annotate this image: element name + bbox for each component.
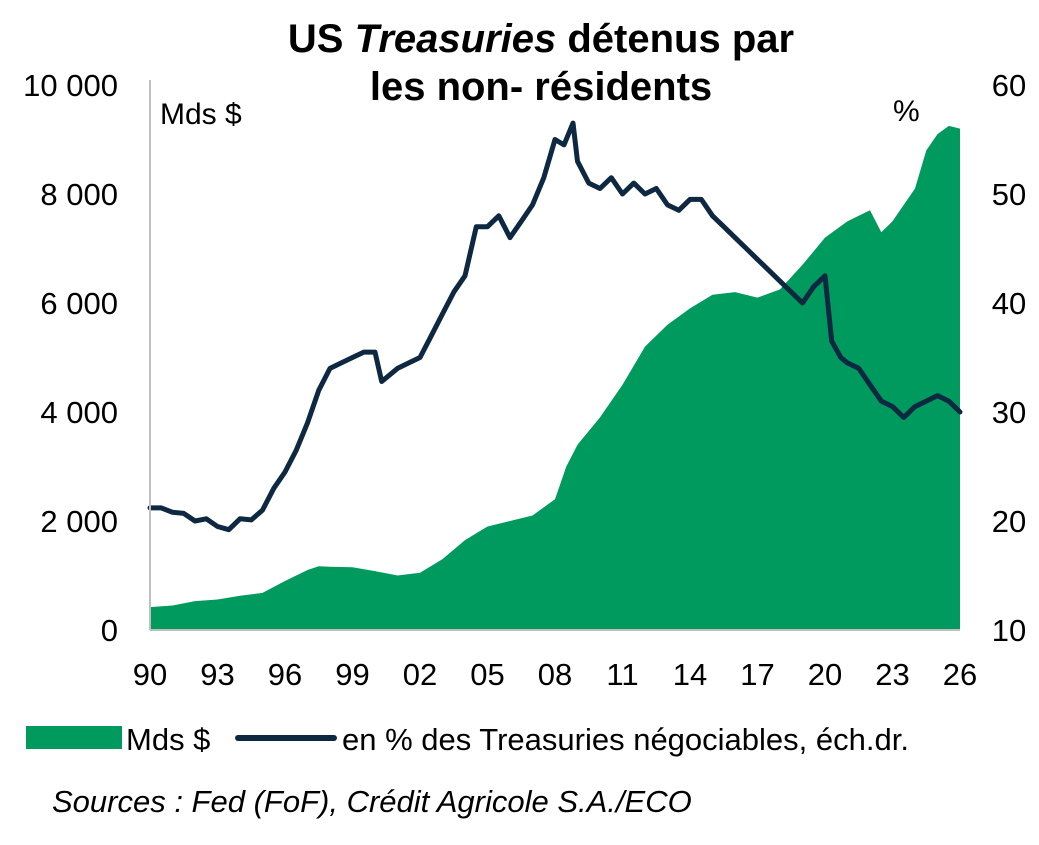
left-tick-label: 8 000 [40,177,118,212]
x-tick-label: 11 [606,657,638,692]
right-tick-label: 20 [992,504,1026,539]
x-tick-label: 96 [268,657,302,692]
left-tick-label: 0 [101,613,118,648]
x-tick-label: 90 [133,657,167,692]
source-note: Sources : Fed (FoF), Crédit Agricole S.A… [52,784,692,819]
x-tick-label: 93 [200,657,234,692]
right-tick-label: 60 [992,68,1026,103]
right-axis-ticks: 10 20 30 40 50 60 [992,68,1026,648]
legend: Mds $ en % des Treasuries négociables, é… [26,722,909,757]
left-axis-unit: Mds $ [160,98,242,131]
x-tick-label: 17 [740,657,774,692]
x-tick-label: 23 [875,657,909,692]
x-tick-label: 05 [470,657,504,692]
chart-title-line2: les non- résidents [370,65,712,109]
legend-label-area: Mds $ [126,722,210,757]
left-tick-label: 6 000 [40,286,118,321]
right-tick-label: 50 [992,177,1026,212]
x-tick-label: 20 [808,657,842,692]
x-tick-label: 26 [943,657,977,692]
x-axis-ticks: 90 93 96 99 02 05 08 11 14 17 20 23 26 [133,657,977,692]
x-tick-label: 99 [335,657,369,692]
legend-label-line: en % des Treasuries négociables, éch.dr. [342,722,909,757]
left-tick-label: 2 000 [40,504,118,539]
right-tick-label: 40 [992,286,1026,321]
x-tick-label: 02 [403,657,437,692]
line-series [147,120,963,533]
left-axis-ticks: 0 2 000 4 000 6 000 8 000 10 000 [23,68,118,648]
legend-swatch-area [26,726,122,749]
left-tick-label: 10 000 [23,68,118,103]
left-tick-label: 4 000 [40,395,118,430]
chart-title-line1: US Treasuries détenus par [288,17,794,61]
x-tick-label: 14 [673,657,707,692]
area-series [150,125,960,631]
right-tick-label: 10 [992,613,1026,648]
right-axis-unit: % [893,95,920,128]
x-tick-label: 08 [538,657,572,692]
line-series-path [147,120,963,533]
right-tick-label: 30 [992,395,1026,430]
area-series-path [150,125,960,631]
